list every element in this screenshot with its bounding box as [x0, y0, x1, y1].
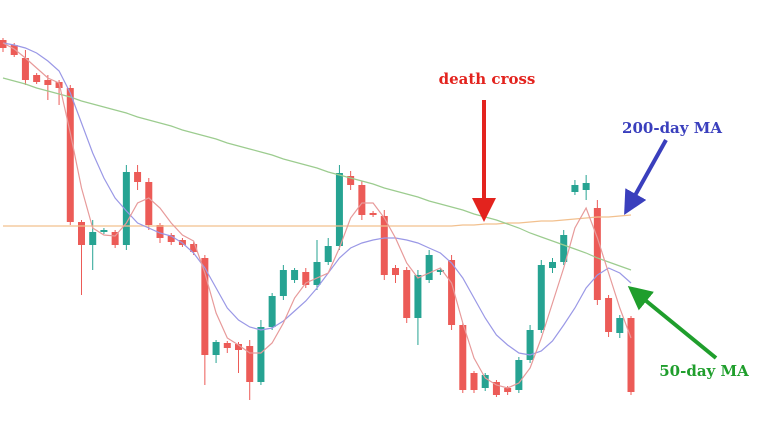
candle-body	[10, 45, 18, 55]
candle-body	[235, 344, 242, 350]
moving-average	[2, 77, 632, 271]
candle-body	[190, 244, 198, 252]
candle-body	[111, 232, 119, 245]
candle-body	[122, 172, 130, 245]
candle-body	[369, 213, 377, 215]
candle-body	[459, 325, 467, 390]
candle-body	[627, 318, 635, 392]
candle-body	[560, 235, 568, 262]
candle-body	[436, 270, 444, 272]
candle-body	[448, 260, 456, 325]
arrow	[627, 285, 718, 360]
candle-body	[66, 88, 74, 222]
candle-body	[21, 58, 29, 80]
candle-body	[526, 330, 534, 360]
candle-body	[403, 270, 411, 318]
moving-average	[2, 42, 632, 356]
arrow	[624, 139, 668, 215]
candle-body	[223, 343, 231, 348]
candle-body	[44, 80, 52, 85]
candle-body	[0, 40, 7, 48]
candle-body	[582, 183, 590, 190]
candle-body	[571, 185, 579, 192]
candle-body	[414, 275, 422, 318]
candle-body	[549, 262, 556, 268]
candle-body	[89, 232, 97, 245]
candle-body	[134, 172, 142, 182]
candle-body	[470, 373, 478, 390]
candle-body	[335, 173, 343, 246]
moving-average	[3, 214, 632, 227]
candle-body	[358, 185, 366, 215]
candle-body	[616, 318, 624, 333]
plot	[0, 38, 635, 400]
annotation: 50-day MA	[659, 362, 749, 380]
candle-body	[347, 176, 355, 185]
candle-body	[481, 375, 489, 388]
candle-body	[33, 75, 41, 82]
candle-body	[324, 246, 332, 262]
candle-body	[537, 265, 545, 330]
candle-body	[279, 270, 287, 296]
candle-body	[78, 222, 85, 245]
annotation: death cross	[439, 70, 536, 88]
candle-body	[156, 225, 164, 238]
candle-body	[392, 268, 399, 275]
candle-body	[167, 235, 175, 242]
candle-body	[257, 327, 265, 382]
candle-body	[100, 230, 108, 232]
candle-body	[302, 272, 310, 285]
candle-body	[313, 262, 321, 285]
candle-body	[201, 258, 209, 355]
annotation: 200-day MA	[622, 119, 722, 137]
candle-body	[268, 296, 276, 327]
candle-body	[425, 255, 433, 280]
candle-body	[504, 388, 512, 392]
candle-body	[291, 270, 299, 280]
candle-body	[515, 360, 523, 390]
candle-body	[212, 342, 220, 355]
candle-body	[593, 208, 601, 300]
candle-body	[605, 298, 613, 332]
candle-body	[380, 216, 388, 275]
candle-body	[492, 382, 500, 395]
candle-body	[246, 346, 254, 382]
moving-average	[2, 42, 632, 389]
candle-body	[145, 182, 153, 225]
